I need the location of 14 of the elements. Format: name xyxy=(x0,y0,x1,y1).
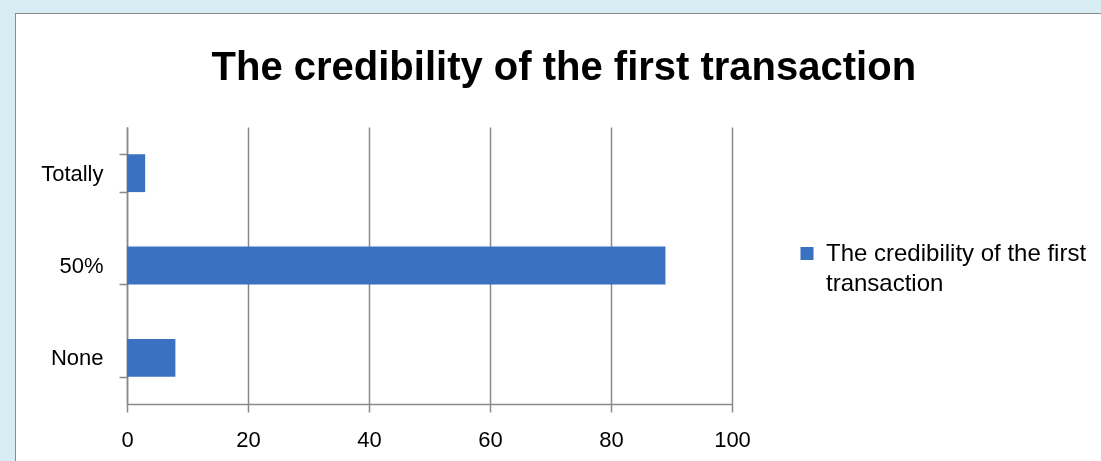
x-tick-label: 60 xyxy=(478,426,503,452)
x-tick-label: 0 xyxy=(121,426,134,452)
x-tick-label: 40 xyxy=(357,426,382,452)
x-tick-label: 20 xyxy=(236,426,261,452)
chart-title: The credibility of the first transaction xyxy=(211,44,917,88)
bar xyxy=(127,338,176,377)
y-tick-label: Totally xyxy=(41,160,104,186)
bar xyxy=(127,154,146,193)
y-tick-label: None xyxy=(50,345,104,371)
x-tick-label: 80 xyxy=(599,426,624,452)
legend-label: The credibility of the first transaction xyxy=(826,238,1087,296)
bar xyxy=(127,246,666,285)
x-tick-label: 100 xyxy=(714,426,751,452)
y-tick-label: 50% xyxy=(59,253,104,278)
